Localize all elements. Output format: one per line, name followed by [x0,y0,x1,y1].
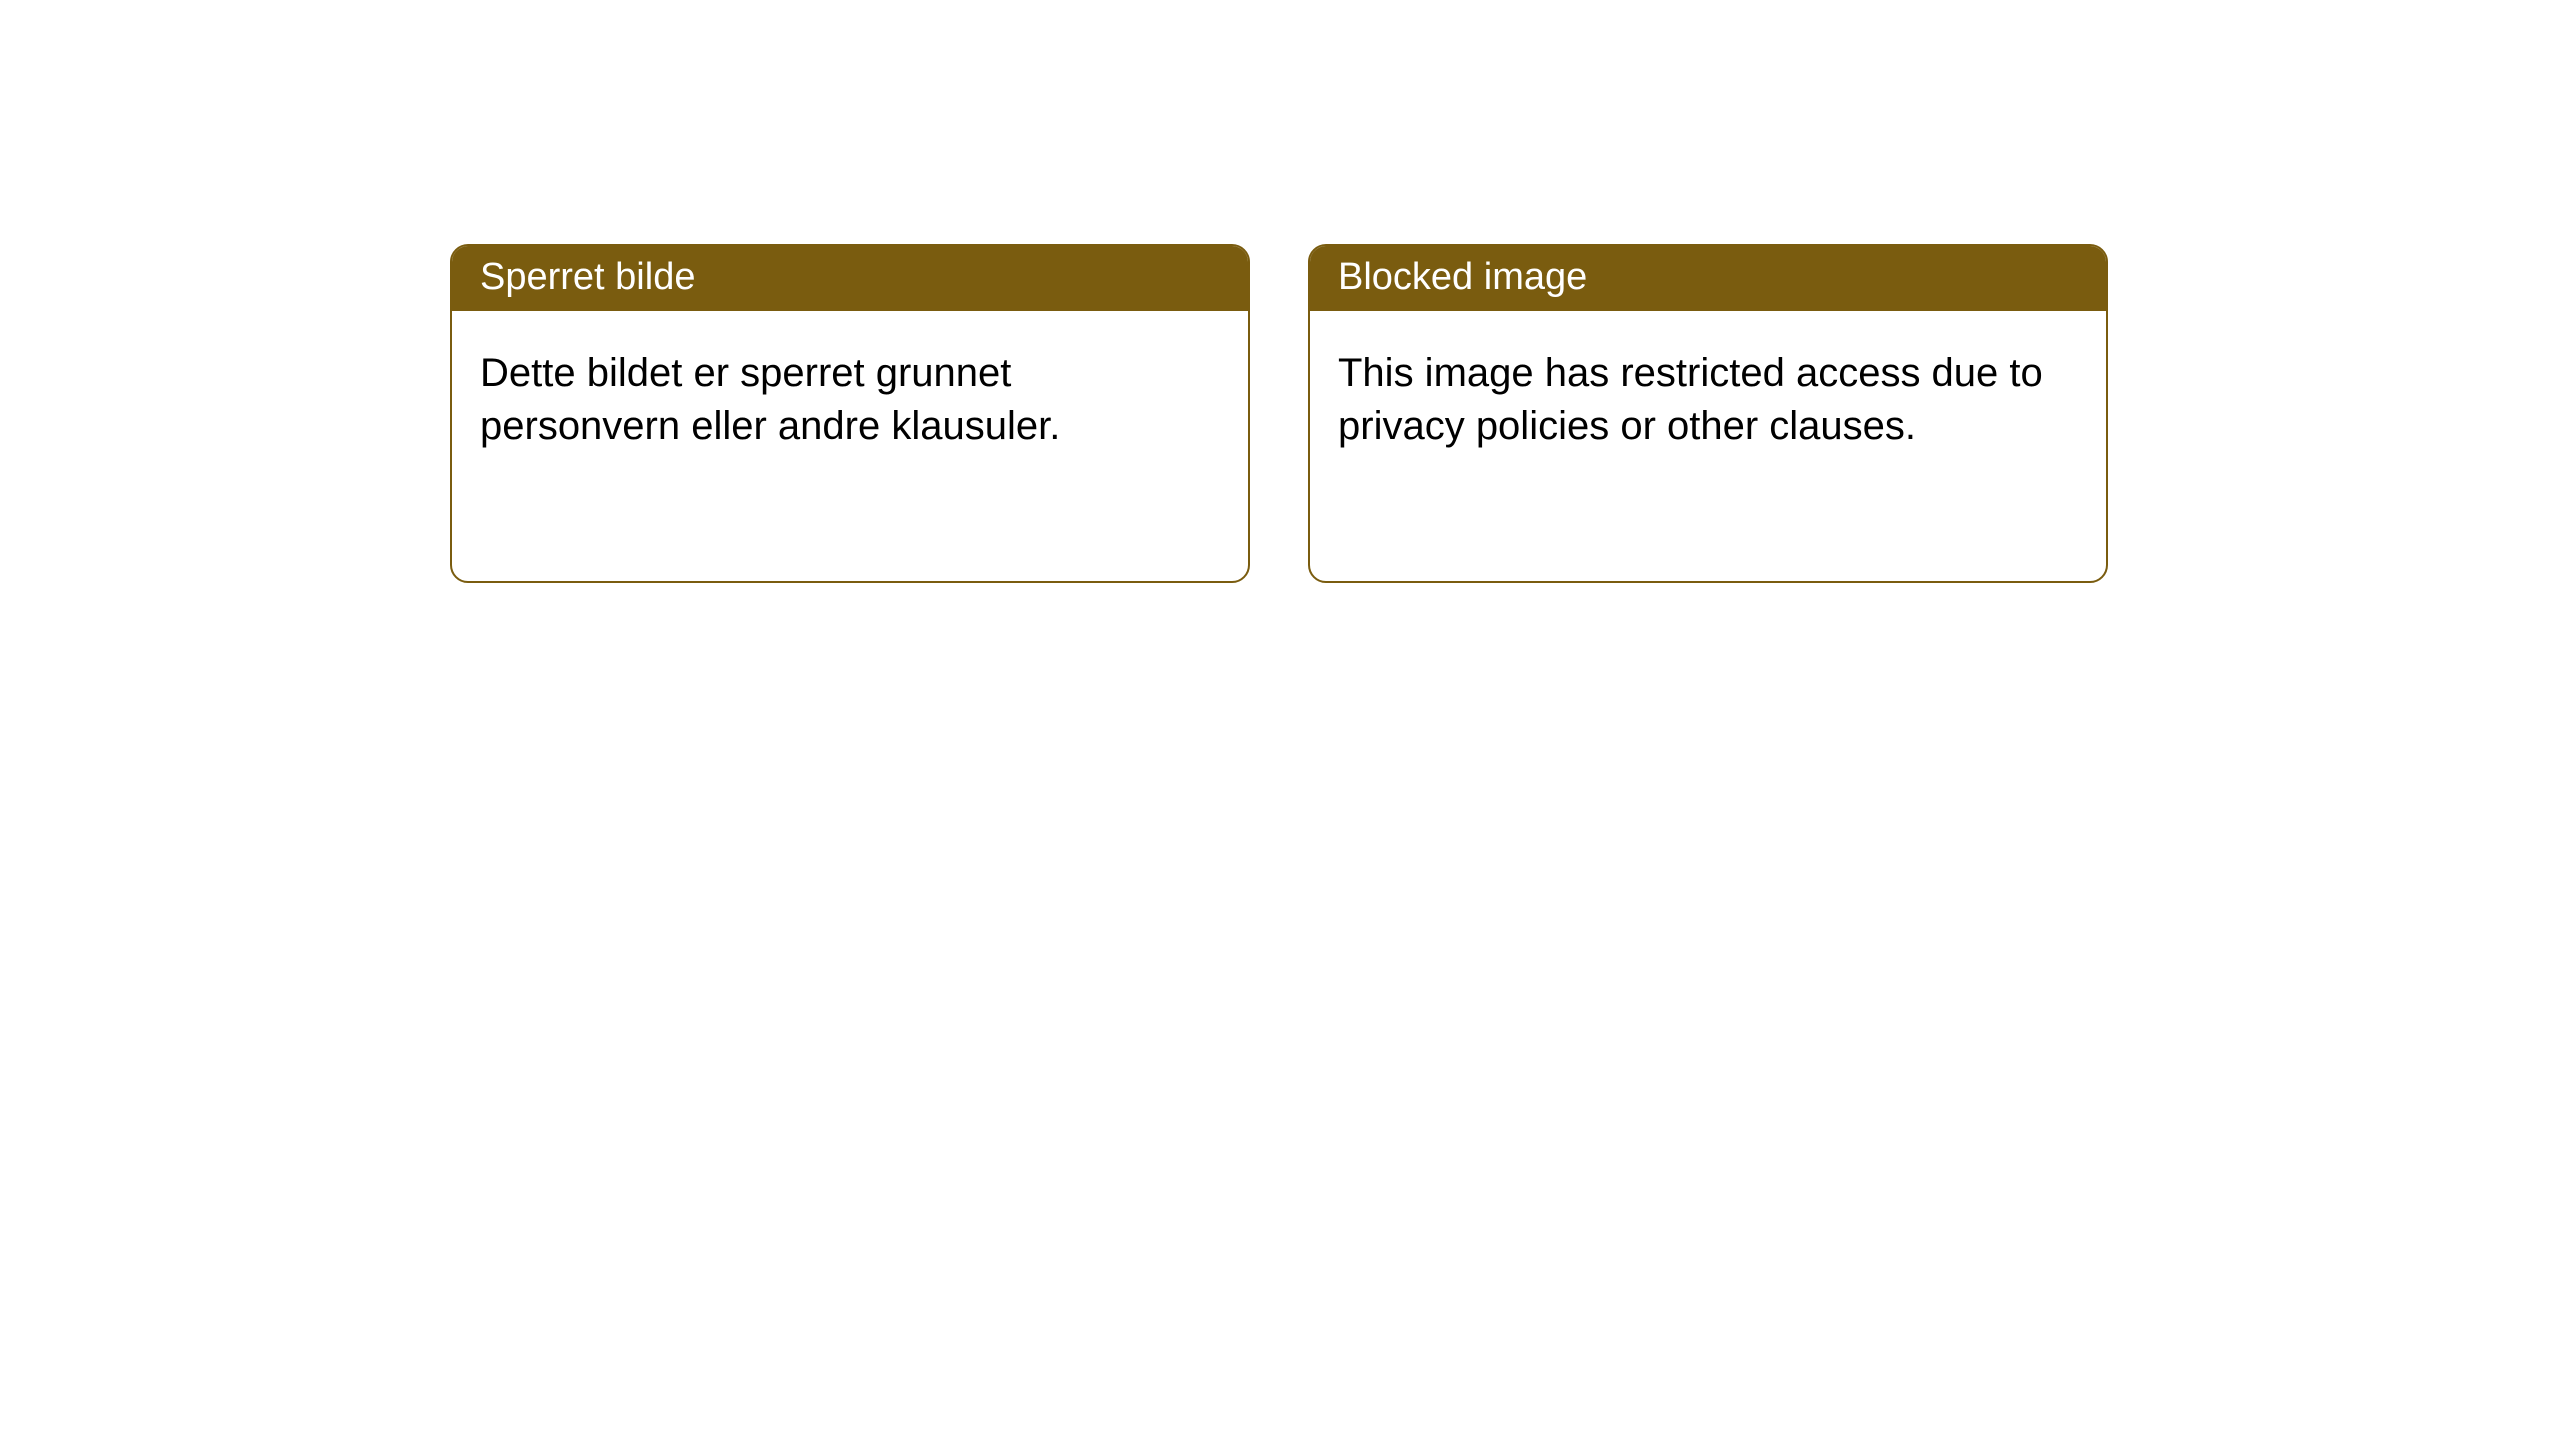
notice-card-body: This image has restricted access due to … [1310,311,2106,581]
notice-card-norwegian: Sperret bilde Dette bildet er sperret gr… [450,244,1250,583]
notice-card-title: Sperret bilde [452,246,1248,311]
notice-cards-container: Sperret bilde Dette bildet er sperret gr… [450,244,2108,583]
notice-card-body: Dette bildet er sperret grunnet personve… [452,311,1248,581]
notice-card-english: Blocked image This image has restricted … [1308,244,2108,583]
notice-card-title: Blocked image [1310,246,2106,311]
